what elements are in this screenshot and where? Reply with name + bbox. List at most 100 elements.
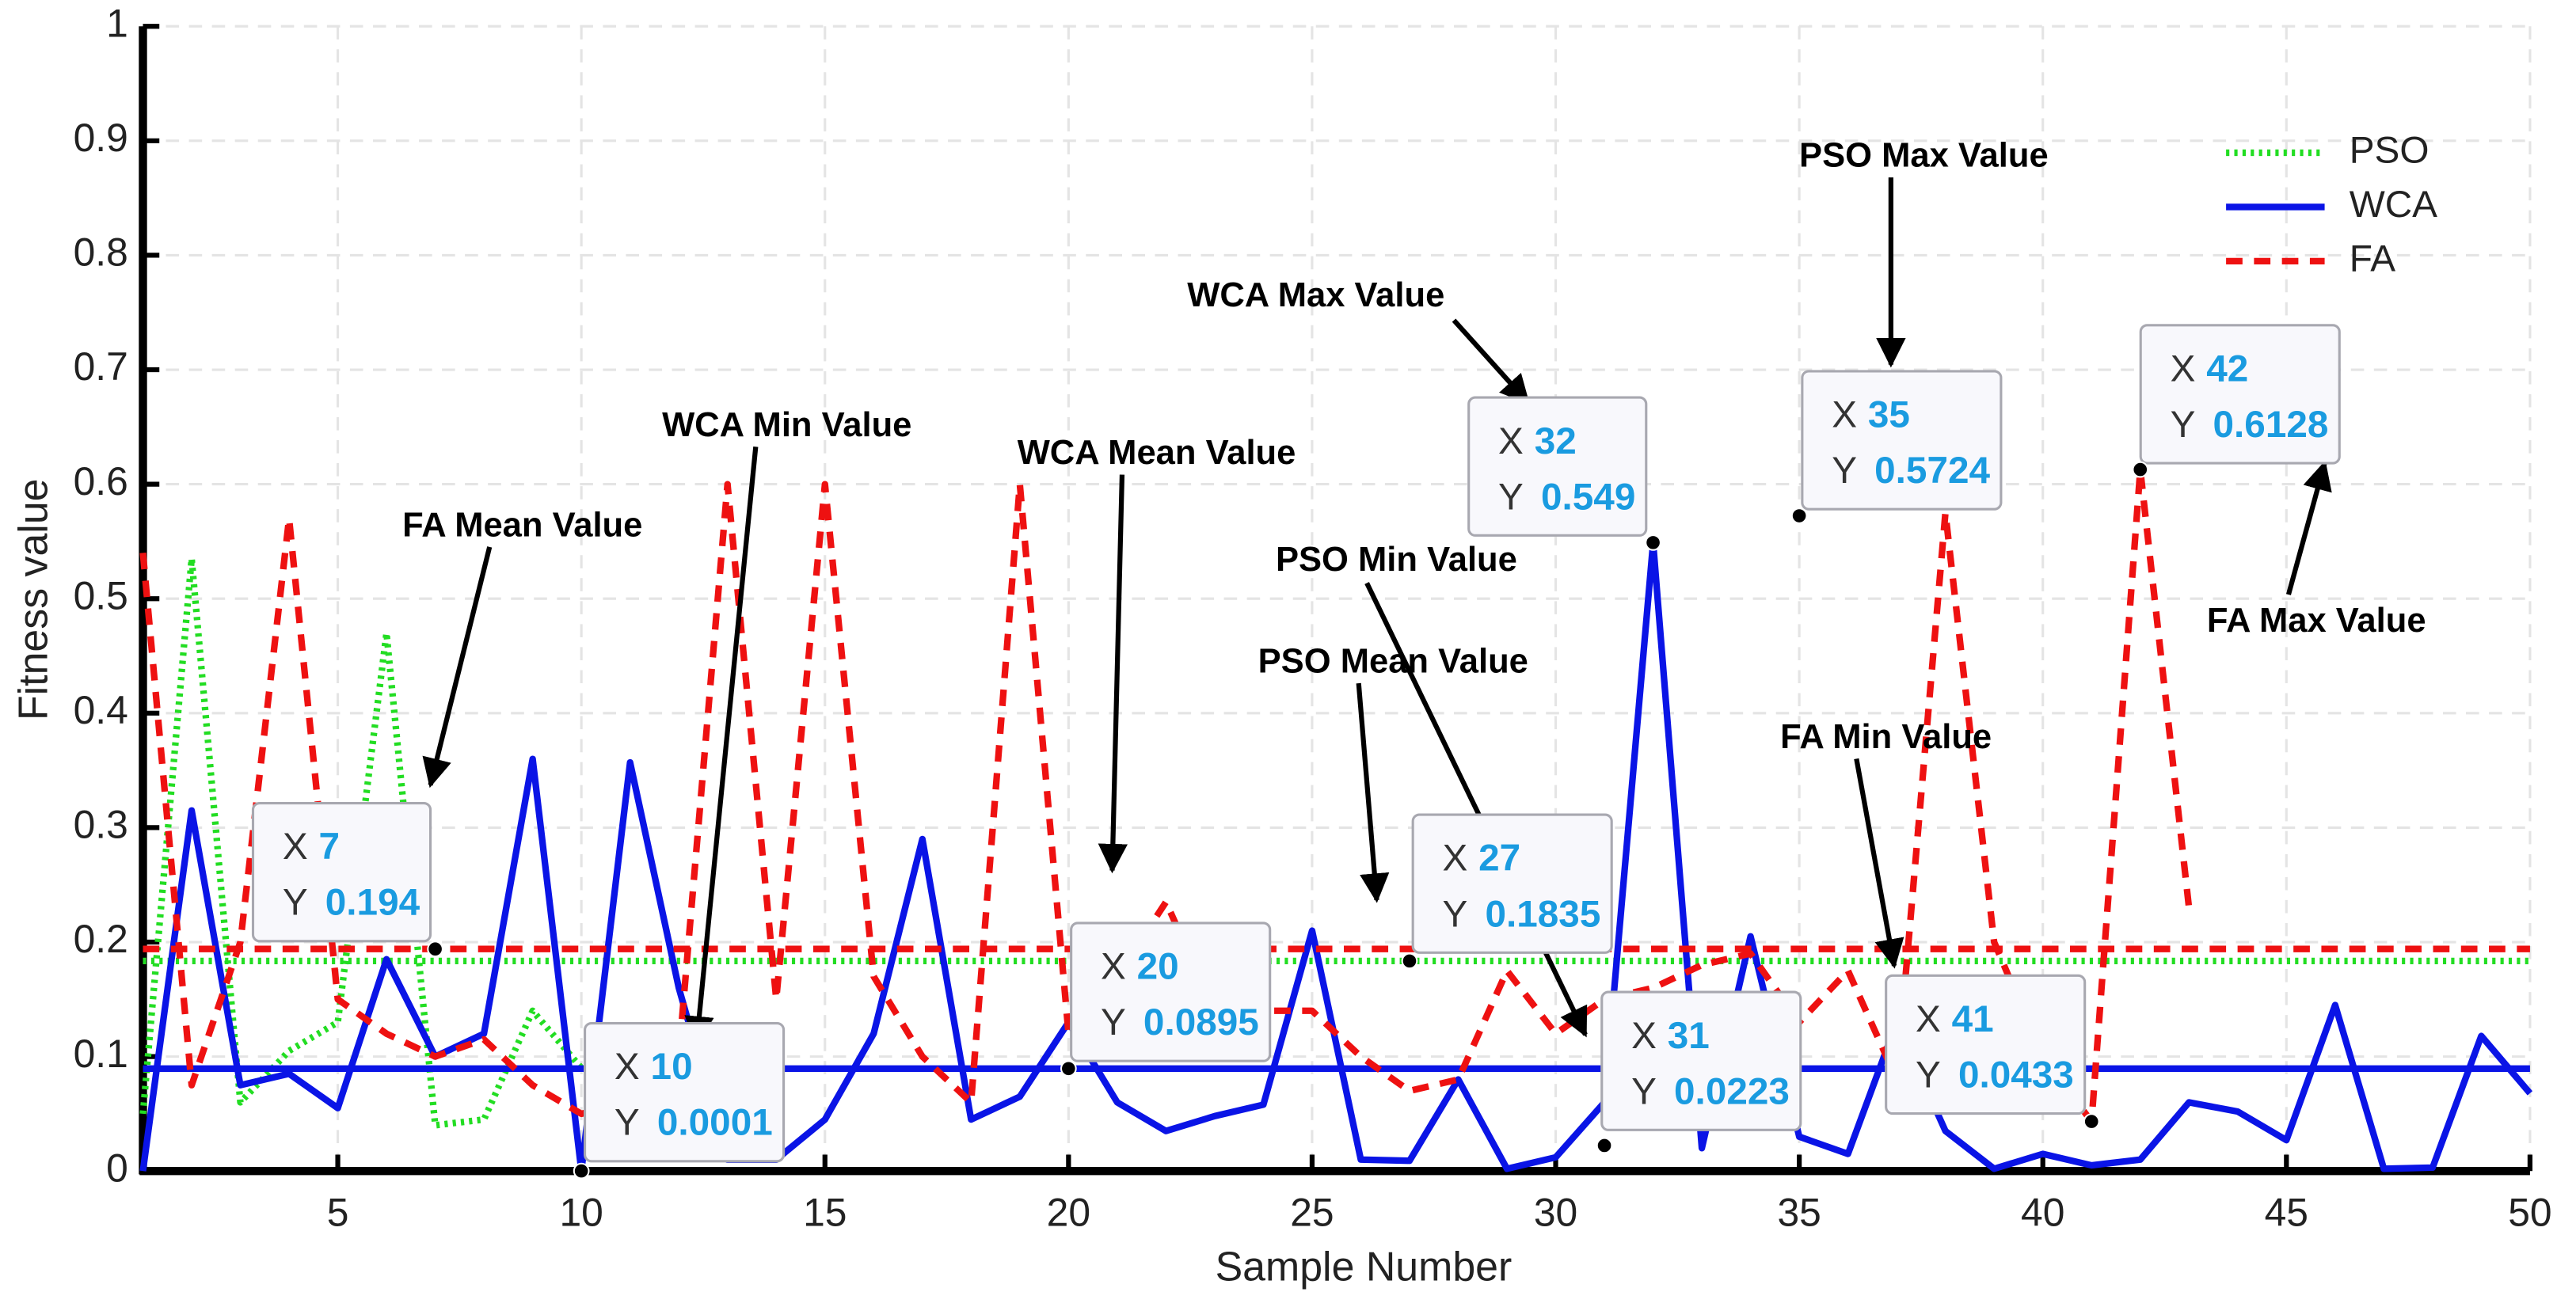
datatip-box: [2139, 324, 2341, 465]
legend-label: WCA: [2350, 184, 2437, 226]
x-tick-label: 50: [2508, 1190, 2551, 1234]
x-tick-label: 20: [1047, 1190, 1090, 1234]
datatip-x-key: X: [1631, 1015, 1657, 1057]
datatip-x-value: 41: [1952, 998, 1994, 1040]
datatip-box: [1070, 922, 1272, 1062]
y-axis-label: Fitness value: [10, 478, 55, 720]
x-tick-label: 40: [2021, 1190, 2064, 1234]
legend-label: FA: [2350, 238, 2396, 279]
annotation: PSO Mean Value: [1258, 643, 1528, 681]
annotation: FA Max Value: [2207, 602, 2426, 640]
datatip-y-value: 0.549: [1541, 476, 1635, 518]
datatip-x-value: 31: [1668, 1015, 1710, 1057]
datatip-x-value: 10: [651, 1046, 693, 1088]
datatip-x-key: X: [283, 826, 308, 868]
series-line: [139, 466, 2193, 1125]
annotation-arrow: [684, 446, 759, 1047]
datatip-x-value: 7: [318, 826, 340, 868]
annotation-arrow: [2285, 460, 2332, 595]
x-tick-label: 10: [559, 1190, 603, 1234]
datatip-point: [573, 1162, 590, 1180]
datatip-y-value: 0.194: [325, 882, 420, 924]
annotation-arrow: [1098, 474, 1128, 874]
datatip-y-value: 0.6128: [2213, 404, 2329, 446]
annotation: WCA Mean Value: [1018, 434, 1296, 472]
y-tick-label: 0.9: [74, 116, 128, 160]
datatip-point: [427, 940, 443, 958]
datatip-x-value: 32: [1535, 420, 1577, 462]
x-tick-label: 35: [1777, 1190, 1821, 1234]
datatip-x-value: 20: [1137, 946, 1179, 988]
y-tick-label: 0.1: [74, 1032, 128, 1076]
datatip-y-key: Y: [2171, 404, 2196, 446]
annotation-arrow: [1356, 682, 1390, 903]
annotation-arrow: [1452, 318, 1530, 405]
datatip-y-value: 0.0223: [1674, 1070, 1790, 1112]
datatip-y-key: Y: [1832, 450, 1857, 492]
datatip-point: [1060, 1060, 1077, 1077]
datatip-y-key: Y: [615, 1102, 640, 1144]
x-tick-label: 45: [2265, 1190, 2308, 1234]
datatip-y-key: Y: [283, 882, 308, 924]
datatip-y-key: Y: [1101, 1001, 1126, 1043]
datatip-point: [2083, 1113, 2100, 1130]
datatip-x-key: X: [1101, 946, 1126, 988]
annotation: PSO Min Value: [1276, 541, 1517, 579]
x-axis-label: Sample Number: [1216, 1243, 1512, 1289]
annotation: WCA Max Value: [1187, 276, 1444, 314]
datatip-x-key: X: [1832, 394, 1857, 436]
datatip-x-key: X: [1443, 838, 1468, 880]
y-tick-label: 0.6: [74, 459, 128, 504]
y-tick-label: 0.7: [74, 344, 128, 389]
annotation: FA Min Value: [1780, 718, 1992, 756]
y-tick-label: 0.5: [74, 573, 128, 618]
annotation: PSO Max Value: [1799, 137, 2049, 175]
datatip-point: [1790, 507, 1808, 524]
annotation-arrow: [1854, 758, 1904, 969]
datatip-box: [1600, 990, 1802, 1131]
annotation: WCA Min Value: [662, 406, 911, 444]
datatip-y-value: 0.1835: [1485, 893, 1600, 935]
datatip-point: [1645, 534, 1661, 551]
datatip-y-value: 0.0895: [1143, 1001, 1259, 1043]
datatip-y-key: Y: [1916, 1054, 1941, 1096]
annotation: FA Mean Value: [402, 506, 642, 544]
datatip-x-value: 42: [2206, 348, 2248, 390]
y-tick-label: 0.2: [74, 917, 128, 961]
datatip-y-value: 0.0433: [1958, 1054, 2074, 1096]
datatip-x-value: 27: [1478, 838, 1520, 880]
x-tick-label: 30: [1534, 1190, 1577, 1234]
annotation-arrow: [1364, 582, 1588, 1038]
datatip-box: [1801, 370, 2003, 511]
y-tick-label: 0: [106, 1146, 128, 1190]
annotation-arrow: [422, 546, 493, 788]
datatip-x-key: X: [1916, 998, 1941, 1040]
datatip-x-key: X: [615, 1046, 640, 1088]
datatip-y-key: Y: [1498, 476, 1524, 518]
series-line: [139, 539, 2533, 1175]
datatip-box: [1467, 396, 1648, 537]
datatip-x-key: X: [1498, 420, 1524, 462]
y-tick-label: 1: [106, 1, 128, 45]
legend-label: PSO: [2350, 130, 2430, 172]
y-tick-label: 0.3: [74, 803, 128, 847]
datatip-point: [2132, 461, 2149, 478]
x-tick-label: 15: [803, 1190, 847, 1234]
datatip-box: [1885, 974, 2087, 1115]
datatip-box: [1411, 813, 1613, 954]
x-tick-label: 25: [1290, 1190, 1334, 1234]
y-tick-label: 0.8: [74, 230, 128, 275]
datatip-x-key: X: [2171, 348, 2196, 390]
datatip-y-value: 0.0001: [657, 1102, 773, 1144]
datatip-y-key: Y: [1443, 893, 1468, 935]
datatip-box: [251, 801, 432, 943]
datatip-box: [584, 1021, 786, 1163]
datatip-y-key: Y: [1631, 1070, 1657, 1112]
datatip-point: [1596, 1137, 1613, 1154]
x-tick-label: 5: [327, 1190, 349, 1234]
datatip-y-value: 0.5724: [1874, 450, 1990, 492]
datatip-x-value: 35: [1868, 394, 1910, 436]
datatip-point: [1401, 952, 1418, 970]
y-tick-label: 0.4: [74, 688, 128, 732]
